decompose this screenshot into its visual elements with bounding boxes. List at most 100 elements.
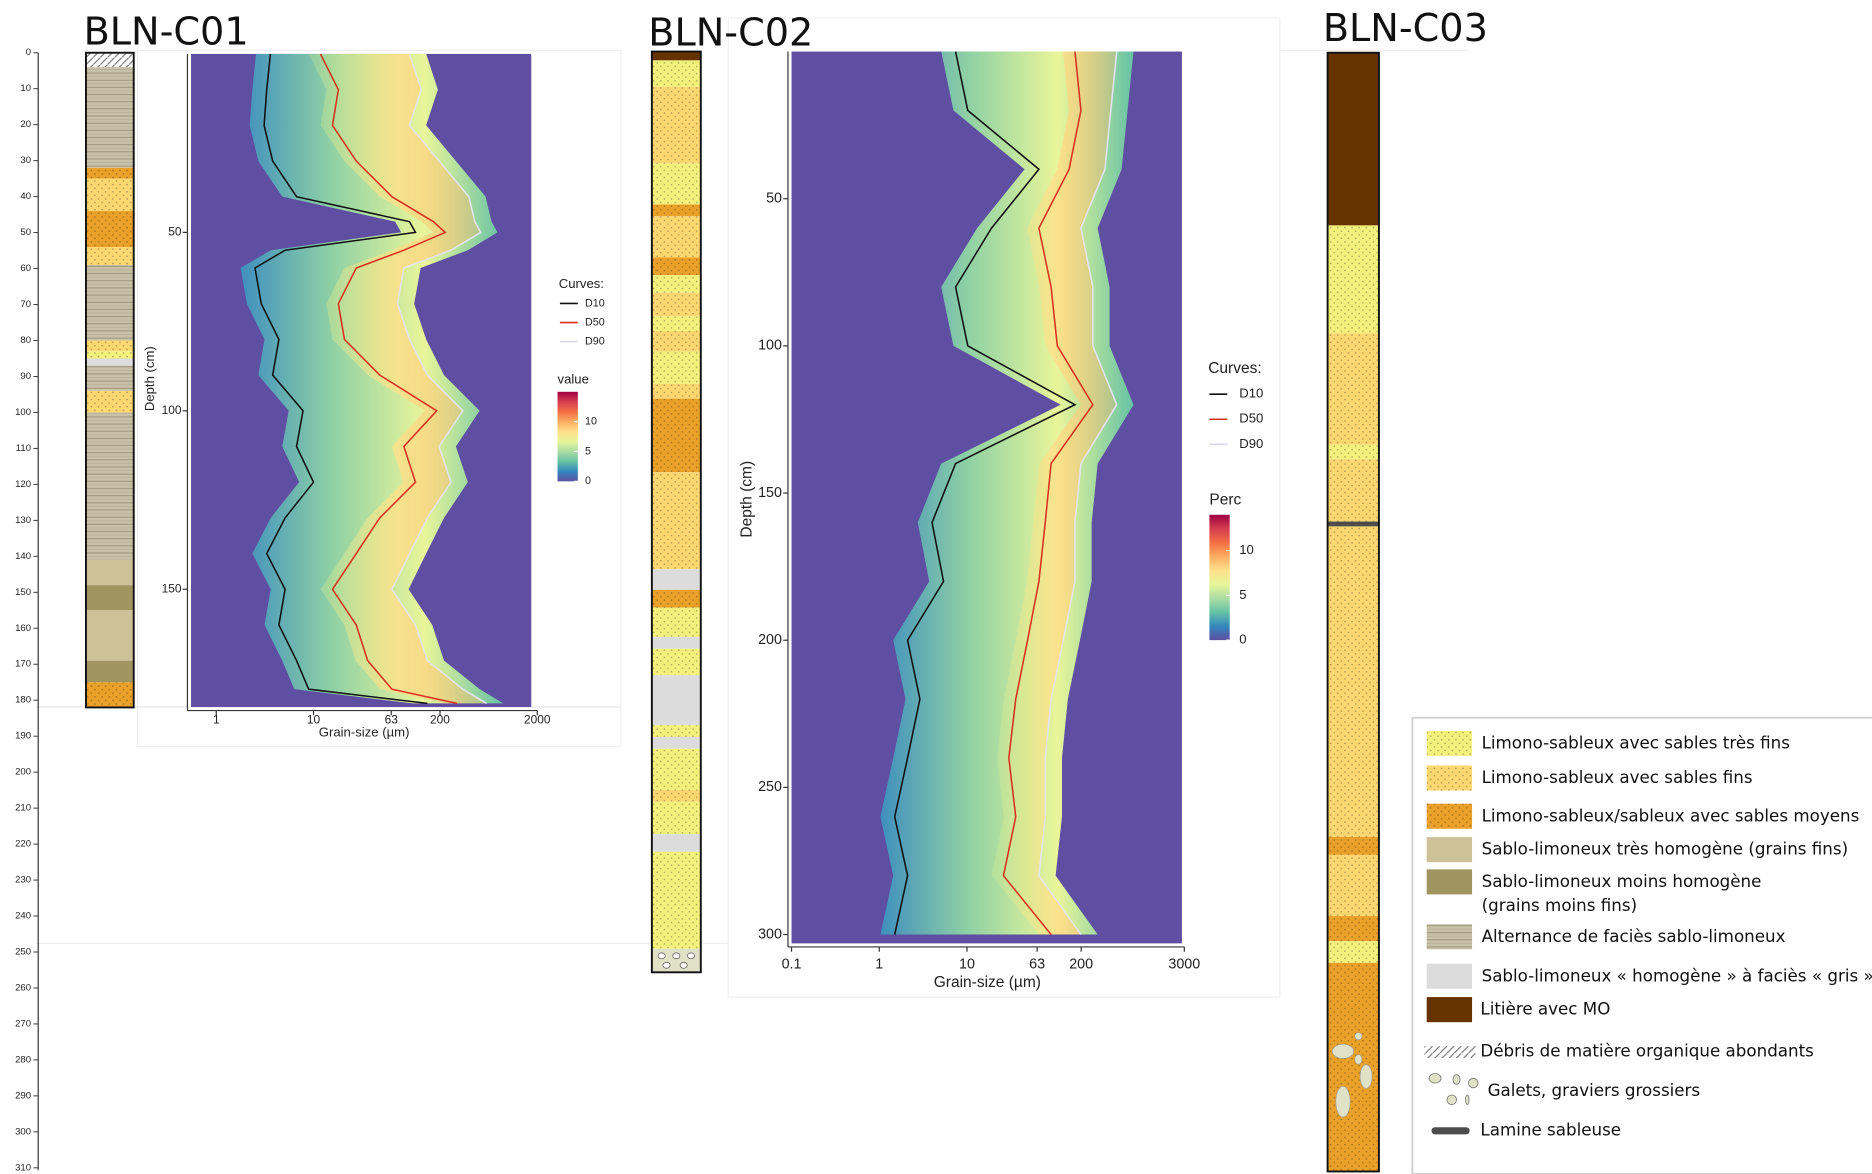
- depth-tick-label: 100: [15, 407, 31, 418]
- y-tick-label: 300: [758, 926, 782, 942]
- legend-swatch: [1428, 1073, 1442, 1084]
- legend-swatch: [1426, 837, 1473, 863]
- layer: [85, 167, 134, 179]
- layer: [651, 736, 701, 749]
- layer: [85, 264, 134, 341]
- y-tick-label: 150: [758, 485, 782, 501]
- legend-label: Litière avec MO: [1480, 999, 1610, 1019]
- legend-swatch: [1426, 869, 1473, 895]
- layer: [1327, 836, 1379, 855]
- distribution-core: [308, 53, 487, 704]
- legend-label: D50: [585, 316, 605, 328]
- layer: [651, 851, 701, 949]
- core-title: BLN-C02: [648, 12, 813, 56]
- layer: [1327, 916, 1379, 942]
- depth-tick-label: 120: [15, 479, 31, 490]
- legend-label: D90: [585, 336, 605, 348]
- y-tick-label: 150: [162, 581, 182, 595]
- depth-tick-label: 260: [15, 982, 31, 993]
- depth-tick-label: 270: [15, 1018, 31, 1029]
- layer: [651, 569, 701, 590]
- y-tick-label: 250: [758, 779, 782, 795]
- legend-swatch: [1465, 1094, 1470, 1105]
- layer: [85, 610, 134, 661]
- layer: [651, 60, 701, 87]
- colorbar-tick-label: 5: [585, 445, 591, 457]
- content: 0102030405060708090100110120130140150160…: [15, 7, 1872, 1174]
- depth-tick-label: 290: [15, 1090, 31, 1101]
- depth-tick-label: 190: [15, 731, 31, 742]
- curve: [391, 53, 488, 705]
- layer: [651, 648, 701, 676]
- curve: [1038, 51, 1118, 935]
- y-tick-label: 200: [758, 632, 782, 648]
- colorbar-title: value: [558, 371, 589, 386]
- layer: [1327, 225, 1379, 334]
- colorbar-tick-label: 5: [1239, 587, 1246, 602]
- legend-swatch: [1426, 730, 1473, 756]
- column-outline: [1326, 51, 1380, 1173]
- layer: [651, 216, 701, 258]
- legend-swatch: [1426, 765, 1473, 791]
- legend-label: Limono-sableux avec sables très fins: [1482, 732, 1790, 752]
- legend-label: D10: [1239, 386, 1263, 401]
- colorbar-tick-label: 10: [1239, 542, 1254, 557]
- layer: [651, 292, 701, 317]
- depth-tick-label: 140: [15, 551, 31, 562]
- x-axis-title: Grain-size (µm): [319, 725, 410, 740]
- legend-swatch: [1426, 997, 1473, 1023]
- layer: [651, 51, 701, 61]
- depth-tick-label: 220: [15, 839, 31, 850]
- depth-tick-label: 40: [20, 191, 31, 202]
- depth-tick-label: 200: [15, 767, 31, 778]
- column-outline: [650, 50, 702, 974]
- depth-tick-label: 30: [20, 155, 31, 166]
- colorbar: [1209, 514, 1230, 641]
- pebble-icon: [687, 952, 695, 960]
- x-tick-label: 10: [307, 712, 321, 726]
- curve: [1002, 51, 1094, 936]
- curve: [893, 51, 1077, 935]
- depth-tick-label: 50: [20, 227, 31, 238]
- depth-tick-label: 300: [15, 1126, 31, 1137]
- depth-tick-label: 170: [15, 659, 31, 670]
- layer: [651, 636, 701, 649]
- legend-label: Galets, graviers grossiers: [1488, 1080, 1701, 1100]
- layer: [85, 585, 134, 611]
- legend-title: Curves:: [559, 276, 604, 291]
- legend-label: Lamine sableuse: [1480, 1119, 1621, 1139]
- layer: [1327, 444, 1379, 460]
- layer: [85, 559, 134, 586]
- depth-tick-label: 240: [15, 911, 31, 922]
- layer: [651, 316, 701, 332]
- layer: [1327, 962, 1379, 1172]
- layer: [651, 834, 701, 852]
- depth-tick-label: 160: [15, 623, 31, 634]
- curve: [319, 53, 458, 705]
- layer: [85, 682, 134, 708]
- legend-label: Débris de matière organique abondants: [1480, 1041, 1813, 1061]
- colorbar: [557, 391, 578, 482]
- legend-label: D10: [585, 297, 605, 309]
- layer: [651, 607, 701, 637]
- curve: [254, 53, 428, 705]
- depth-tick-label: 280: [15, 1054, 31, 1065]
- legend-swatch: [1468, 1077, 1479, 1089]
- x-tick-label: 200: [430, 712, 450, 726]
- legend-title: Curves:: [1208, 360, 1261, 377]
- colorbar-tick-label: 0: [1239, 632, 1246, 647]
- legend-swatch: [1426, 803, 1473, 829]
- y-tick-label: 100: [162, 403, 182, 417]
- layer: [1327, 333, 1379, 445]
- lamine: [1327, 521, 1379, 527]
- depth-tick-label: 80: [20, 335, 31, 346]
- depth-tick-label: 250: [15, 947, 31, 958]
- y-tick-label: 50: [168, 225, 182, 239]
- layer: [1327, 52, 1379, 226]
- y-tick-label: 100: [758, 338, 782, 354]
- layer: [1327, 854, 1379, 917]
- legend-swatch: [1426, 924, 1473, 950]
- layer: [1327, 941, 1379, 963]
- x-tick-label: 10: [959, 957, 975, 973]
